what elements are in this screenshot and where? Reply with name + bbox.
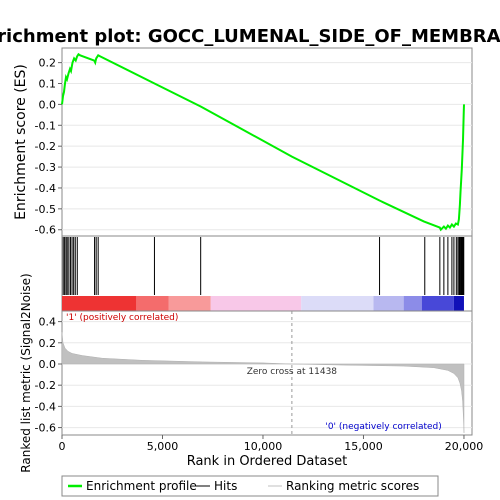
metric-y-axis: 0.4 0.2 0.0 -0.2 -0.4 -0.6 bbox=[35, 316, 62, 435]
es-y-tick-label: -0.3 bbox=[35, 161, 56, 174]
es-y-tick-label: 0.0 bbox=[39, 98, 57, 111]
es-y-tick-label: -0.1 bbox=[35, 119, 56, 132]
legend-box bbox=[61, 475, 439, 497]
chart-title: Enrichment plot: GOCC_LUMENAL_SIDE_OF_ME… bbox=[0, 26, 500, 47]
es-y-tick-label: -0.2 bbox=[35, 140, 56, 153]
es-gridlines bbox=[62, 62, 472, 231]
x-tick-label: 15,000 bbox=[344, 440, 383, 453]
es-y-tick-label: 0.2 bbox=[39, 57, 57, 70]
hit-lines bbox=[62, 237, 465, 295]
metric-area bbox=[61, 332, 465, 433]
x-tick-label: 5,000 bbox=[147, 440, 179, 453]
legend-label: Ranking metric scores bbox=[286, 479, 419, 493]
colorbar-segment bbox=[373, 296, 404, 311]
x-tick-label: 10,000 bbox=[244, 440, 283, 453]
metric-y-tick-label: 0.4 bbox=[39, 316, 57, 329]
x-tick-label: 0 bbox=[59, 440, 66, 453]
metric-y-tick-label: -0.6 bbox=[35, 422, 56, 435]
colorbar-segment bbox=[403, 296, 422, 311]
metric-y-axis-label: Ranked list metric (Signal2Noise) bbox=[19, 273, 33, 472]
colorbar-segment bbox=[210, 296, 302, 311]
colorbar-segment bbox=[453, 296, 464, 311]
colorbar-segment bbox=[136, 296, 169, 311]
es-y-tick-label: 0.1 bbox=[39, 78, 57, 91]
es-y-axis: 0.2 0.1 0.0 -0.1 -0.2 -0.3 -0.4 -0.5 -0.6 bbox=[35, 57, 62, 237]
x-axis-label: Rank in Ordered Dataset bbox=[187, 454, 348, 469]
es-curve bbox=[61, 52, 465, 232]
rank-colorbar bbox=[62, 296, 464, 311]
zero-cross-label: Zero cross at 11438 bbox=[247, 367, 338, 377]
x-axis: 0 5,000 10,000 15,000 20,000 bbox=[59, 435, 484, 453]
es-y-tick-label: -0.5 bbox=[35, 203, 56, 216]
x-tick-label: 20,000 bbox=[445, 440, 484, 453]
metric-y-tick-label: 0.2 bbox=[39, 337, 57, 350]
es-y-axis-label: Enrichment score (ES) bbox=[13, 64, 29, 220]
colorbar-segment bbox=[301, 296, 374, 311]
legend: Enrichment profile Hits Ranking metric sco… bbox=[68, 479, 419, 493]
colorbar-segment bbox=[168, 296, 211, 311]
legend-label: Hits bbox=[214, 479, 237, 493]
legend-label: Enrichment profile bbox=[86, 479, 197, 493]
colorbar-segment bbox=[62, 296, 137, 311]
es-y-tick-label: -0.6 bbox=[35, 224, 56, 237]
negative-correlation-label: '0' (negatively correlated) bbox=[325, 422, 441, 432]
metric-panel-frame bbox=[61, 310, 473, 436]
metric-y-tick-label: -0.4 bbox=[35, 400, 56, 413]
metric-y-tick-label: 0.0 bbox=[39, 358, 57, 371]
positive-correlation-label: '1' (positively correlated) bbox=[66, 313, 178, 323]
colorbar-segment bbox=[421, 296, 454, 311]
metric-y-tick-label: -0.2 bbox=[35, 379, 56, 392]
es-y-tick-label: -0.4 bbox=[35, 182, 56, 195]
